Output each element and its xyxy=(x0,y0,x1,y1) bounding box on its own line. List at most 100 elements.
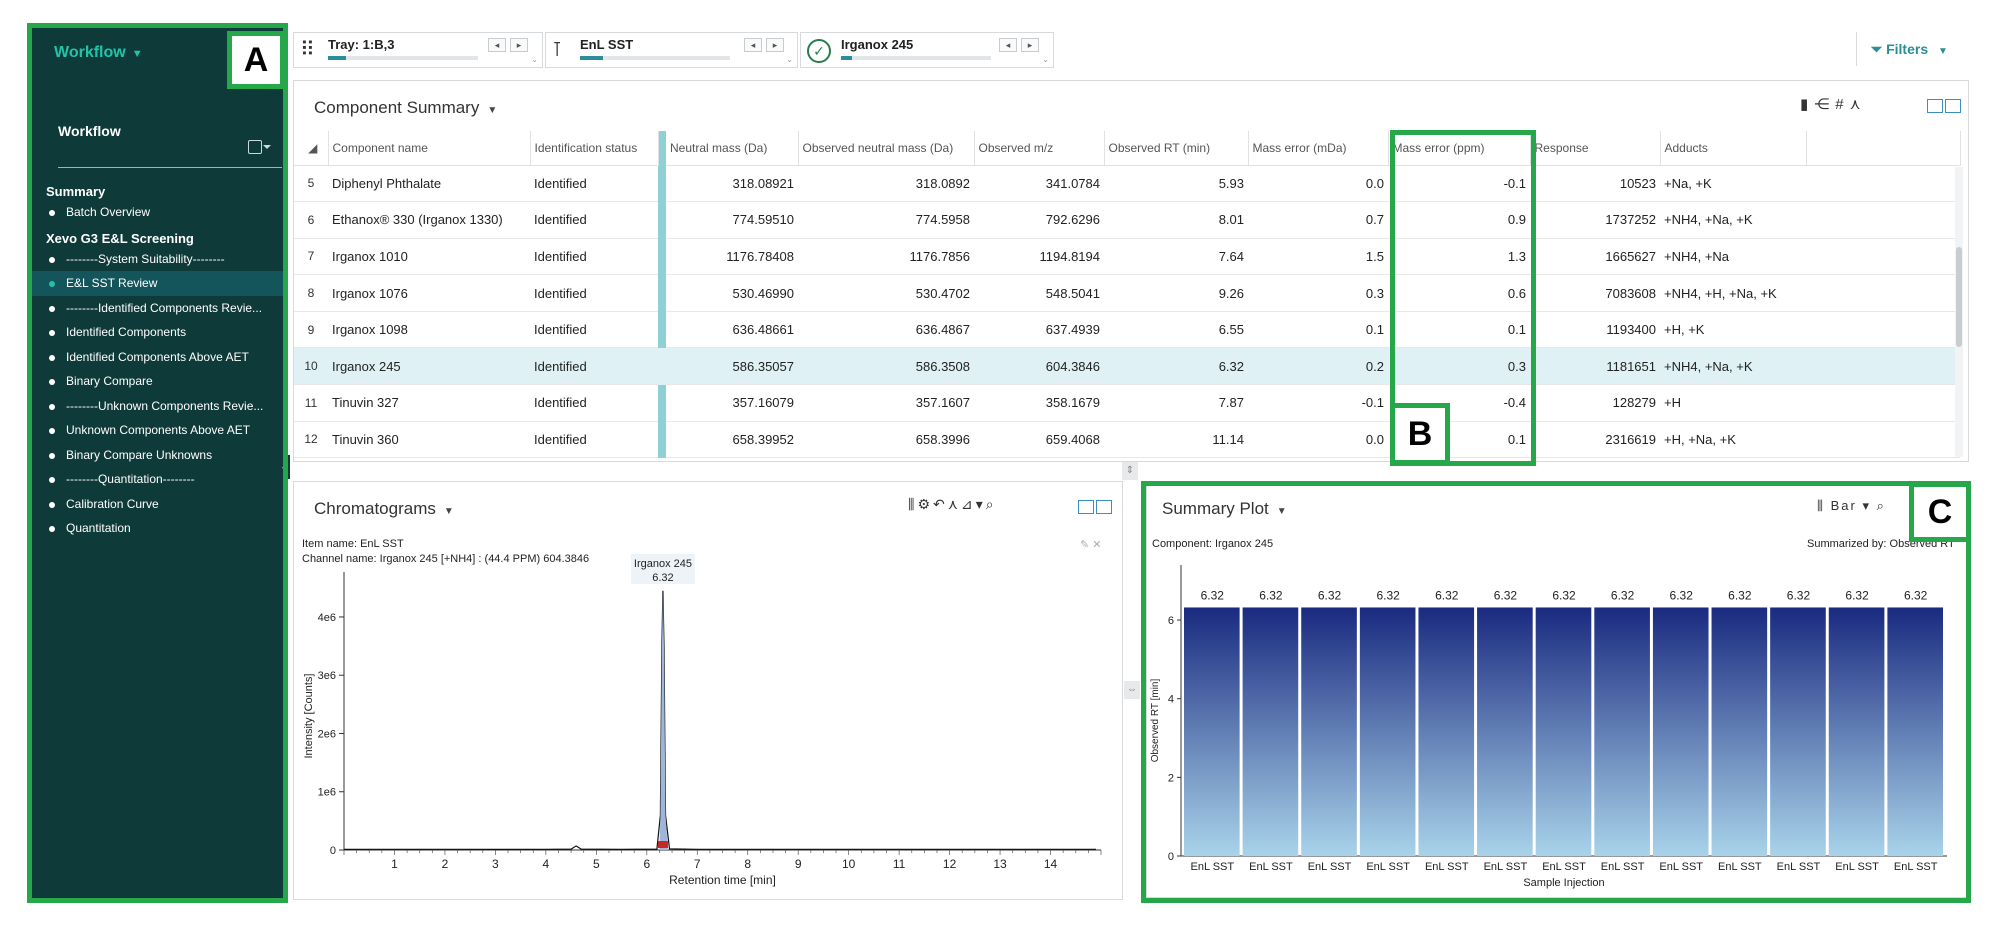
table-row[interactable]: 8 Irganox 1076 Identified 530.46990 530.4702… xyxy=(294,274,1960,312)
gear-icon[interactable]: ⚙ xyxy=(917,496,934,512)
maximize-icon[interactable] xyxy=(1945,99,1961,113)
cell-empty xyxy=(1806,347,1960,386)
callout-label-b: B xyxy=(1390,403,1450,465)
sidebar-item[interactable]: Unknown Components Above AET xyxy=(30,418,285,443)
bar xyxy=(1770,607,1826,856)
check-circle-icon: ✓ xyxy=(807,39,831,63)
sidebar-item[interactable]: Identified Components xyxy=(30,320,285,345)
vertical-splitter-handle[interactable]: ⇕ xyxy=(1122,462,1138,480)
table-row[interactable]: 10 Irganox 245 Identified 586.35057 586.3508… xyxy=(294,347,1960,386)
table-row[interactable]: 11 Tinuvin 327 Identified 357.16079 357.1607… xyxy=(294,384,1960,422)
column-header-mass-error-ppm[interactable]: Mass error (ppm) xyxy=(1388,131,1531,166)
cell-n: 5 xyxy=(294,165,328,203)
cell-name: Tinuvin 360 xyxy=(328,421,530,459)
cell-n: 6 xyxy=(294,201,328,239)
table-row[interactable]: 12 Tinuvin 360 Identified 658.39952 658.3996… xyxy=(294,421,1960,459)
zoom-icon[interactable]: ⌕ xyxy=(985,496,997,512)
component-dropdown-icon[interactable]: ⌄ xyxy=(1042,55,1049,64)
sidebar-item[interactable]: Identified Components Above AET xyxy=(30,345,285,370)
cell-adducts: +NH4, +Na, +K xyxy=(1660,347,1806,386)
tray-dropdown-icon[interactable]: ⌄ xyxy=(531,55,538,64)
sample-dropdown-icon[interactable]: ⌄ xyxy=(786,55,793,64)
bar xyxy=(1359,607,1416,856)
tray-prev-button[interactable]: ◂ xyxy=(488,38,506,52)
tray-selector[interactable]: ⠿ Tray: 1:B,3 ◂ ▸ ⌄ xyxy=(293,32,543,68)
component-prev-button[interactable]: ◂ xyxy=(999,38,1017,52)
workflow-menu-icon[interactable] xyxy=(248,140,271,154)
sidebar-item[interactable]: --------Unknown Components Revie... xyxy=(30,394,285,419)
sample-prev-button[interactable]: ◂ xyxy=(744,38,762,52)
zoom-icon[interactable]: ⌕ xyxy=(1876,498,1886,513)
table-row[interactable]: 9 Irganox 1098 Identified 636.48661 636.4867… xyxy=(294,311,1960,349)
category-label: EnL SST xyxy=(1249,861,1293,873)
cell-empty xyxy=(1806,274,1960,312)
cell-ppm: 1.3 xyxy=(1388,238,1530,276)
chromatograms-dropdown[interactable]: Chromatograms ▼ xyxy=(314,499,454,519)
sidebar-item[interactable]: Quantitation xyxy=(30,516,285,541)
chromatogram-chart[interactable]: 1 2 3 4 5 6 7 8 9 10 11 12 13 1401e62e63e64e6Irganox … xyxy=(294,482,1124,901)
bar-value-label: 6.32 xyxy=(1552,588,1576,602)
table-scrollbar-thumb[interactable] xyxy=(1956,247,1962,347)
component-summary-dropdown[interactable]: Component Summary ▼ xyxy=(314,98,497,118)
column-header-adducts[interactable]: Adducts xyxy=(1660,131,1807,166)
pin-close-icon[interactable]: ✎ ✕ xyxy=(1080,539,1102,551)
undo-icon[interactable]: ↶ xyxy=(933,496,948,512)
column-header-component-name[interactable]: Component name xyxy=(328,131,531,166)
table-row[interactable]: 5 Diphenyl Phthalate Identified 318.08921 31… xyxy=(294,165,1960,203)
collapse-sidebar-handle[interactable]: ‹› xyxy=(280,455,290,479)
column-header-response[interactable]: Response xyxy=(1530,131,1661,166)
column-header-neutral-mass[interactable]: Neutral mass (Da) xyxy=(666,131,799,166)
spectrum-icon[interactable]: ⫼ xyxy=(908,496,918,512)
x-tick-label: 12 xyxy=(943,857,957,871)
peak-icon[interactable]: ⋏ xyxy=(947,496,962,512)
sidebar-item[interactable]: Binary Compare Unknowns xyxy=(30,443,285,468)
column-header-observed-mz[interactable]: Observed m/z xyxy=(974,131,1105,166)
table-row[interactable]: 6 Ethanox® 330 (Irganox 1330) Identified 77… xyxy=(294,201,1960,239)
cell-mda: 0.7 xyxy=(1248,201,1388,239)
chart-options-icon[interactable]: ⊿▾ xyxy=(961,496,986,512)
select-all-toggle[interactable]: ◢ xyxy=(294,131,329,166)
chevron-down-icon: ▼ xyxy=(131,48,143,60)
component-selector[interactable]: ✓ Irganox 245 ◂ ▸ ⌄ xyxy=(800,32,1054,68)
share-icon[interactable]: ⋲ xyxy=(1814,96,1836,113)
sidebar-item[interactable]: Calibration Curve xyxy=(30,492,285,517)
table-row[interactable]: 7 Irganox 1010 Identified 1176.78408 1176.78… xyxy=(294,238,1960,276)
component-next-button[interactable]: ▸ xyxy=(1021,38,1039,52)
x-tick-label: 5 xyxy=(593,857,600,871)
column-header-mass-error-mda[interactable]: Mass error (mDa) xyxy=(1248,131,1389,166)
bar xyxy=(1242,607,1299,856)
sidebar-item[interactable]: E&L SST Review xyxy=(30,271,285,296)
maximize-icon[interactable] xyxy=(1096,500,1112,514)
minimize-icon[interactable] xyxy=(1078,500,1094,514)
cell-adducts: +Na, +K xyxy=(1660,165,1806,203)
sidebar-item[interactable]: --------Identified Components Revie... xyxy=(30,296,285,321)
sample-selector[interactable]: ⊺ EnL SST ◂ ▸ ⌄ xyxy=(545,32,798,68)
sample-next-button[interactable]: ▸ xyxy=(766,38,784,52)
sidebar-item[interactable]: Batch Overview xyxy=(30,200,285,225)
hash-icon[interactable]: # xyxy=(1835,96,1850,113)
sample-filter-icon[interactable]: ▮ xyxy=(1800,96,1815,113)
cell-response: 2316619 xyxy=(1530,421,1660,459)
cell-response: 7083608 xyxy=(1530,274,1660,312)
peak-settings-icon[interactable]: ⋏ xyxy=(1849,96,1867,113)
column-header-observed-neutral-mass[interactable]: Observed neutral mass (Da) xyxy=(798,131,975,166)
column-header-observed-rt[interactable]: Observed RT (min) xyxy=(1104,131,1249,166)
summary-bar-chart[interactable]: 0 2 4 6 6.32 EnL SST 6.32 EnL SST 6.32 EnL SST 6.3… xyxy=(1147,485,1969,899)
cell-ppm: 0.6 xyxy=(1388,274,1530,312)
table-scrollbar[interactable] xyxy=(1955,167,1963,457)
summary-plot-dropdown[interactable]: Summary Plot ▼ xyxy=(1162,499,1287,519)
filters-button[interactable]: ⏷ Filters ▼ xyxy=(1856,32,1960,66)
bar-value-label: 6.32 xyxy=(1376,588,1400,602)
minimize-icon[interactable] xyxy=(1927,99,1943,113)
cell-response: 1665627 xyxy=(1530,238,1660,276)
column-group-divider xyxy=(658,384,666,422)
horizontal-splitter-handle[interactable]: ⇔ xyxy=(1124,681,1140,699)
chart-type-dropdown[interactable]: Bar ▾ xyxy=(1830,498,1871,513)
column-header-identification-status[interactable]: Identification status xyxy=(530,131,659,166)
workflow-dropdown[interactable]: Workflow ▼ xyxy=(54,44,143,62)
chromatograms-window-controls xyxy=(1078,500,1116,516)
sidebar-item[interactable]: --------System Suitability-------- xyxy=(30,247,285,272)
tray-next-button[interactable]: ▸ xyxy=(510,38,528,52)
sidebar-item[interactable]: --------Quantitation-------- xyxy=(30,467,285,492)
sidebar-item[interactable]: Binary Compare xyxy=(30,369,285,394)
